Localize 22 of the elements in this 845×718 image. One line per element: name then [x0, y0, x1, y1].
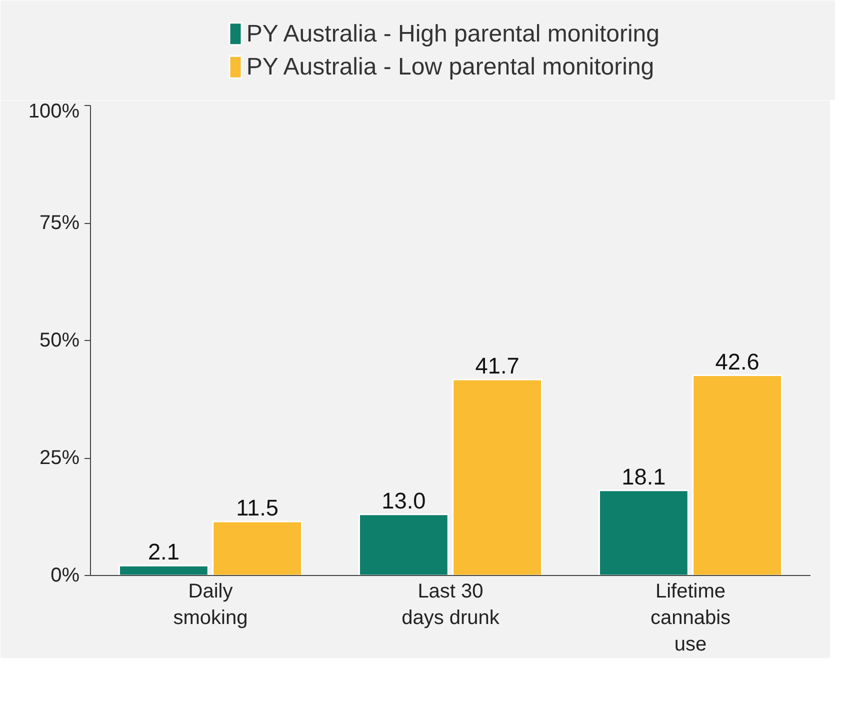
- y-tick-label: 0%: [50, 564, 80, 586]
- data-label: 18.1: [622, 463, 666, 490]
- y-tick-label: 50%: [39, 330, 80, 352]
- bar: [118, 564, 209, 576]
- y-tick-label: 100%: [28, 100, 80, 122]
- data-label: 13.0: [382, 487, 426, 514]
- data-label: 2.1: [148, 538, 180, 565]
- x-tick-label: Last 30 days drunk: [402, 580, 500, 629]
- bar: [598, 490, 689, 576]
- x-tick-label: Lifetime cannabis use: [650, 580, 731, 656]
- y-tick-label: 25%: [39, 447, 80, 469]
- bar: [358, 514, 449, 576]
- data-label: 11.5: [236, 494, 279, 520]
- y-tick-label: 75%: [39, 212, 80, 234]
- legend-label: PY Australia - Low parental monitoring: [246, 54, 654, 81]
- data-label: 41.7: [475, 352, 520, 379]
- bar: [212, 520, 303, 576]
- x-tick-label: Daily smoking: [173, 580, 248, 629]
- data-label: 42.6: [715, 348, 760, 374]
- legend-label: PY Australia - High parental monitoring: [246, 20, 660, 48]
- bar: [452, 378, 543, 576]
- bar: [692, 374, 783, 576]
